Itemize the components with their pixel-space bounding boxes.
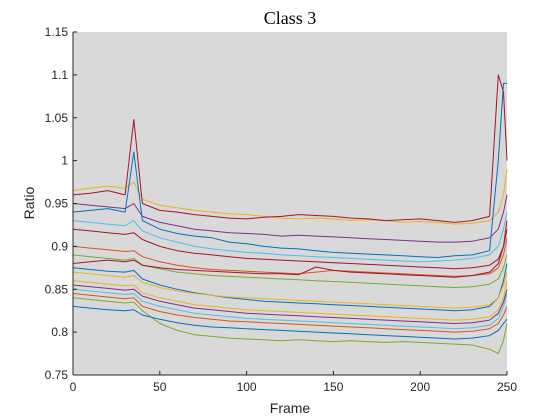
series-line-3 bbox=[72, 194, 508, 243]
x-tick-label: 250 bbox=[497, 380, 517, 394]
x-ticks: 0 50 100 150 200 250 bbox=[70, 371, 517, 394]
y-tick-label: 1 bbox=[61, 154, 68, 168]
series-line-9 bbox=[72, 263, 508, 312]
y-tick-label: 1.05 bbox=[45, 111, 69, 125]
series-layer bbox=[72, 74, 508, 355]
series-line-16 bbox=[72, 228, 508, 270]
series-line-5 bbox=[72, 211, 508, 263]
y-ticks: 0.75 0.8 0.85 0.9 0.95 1 1.05 1.1 1.15 bbox=[45, 25, 77, 382]
y-tick-label: 1.15 bbox=[45, 25, 69, 39]
series-line-4 bbox=[72, 82, 507, 258]
x-axis-label: Frame bbox=[270, 400, 311, 416]
y-tick-label: 0.75 bbox=[45, 368, 69, 382]
x-tick-label: 100 bbox=[237, 380, 257, 394]
y-tick-label: 0.8 bbox=[51, 325, 68, 339]
x-tick-label: 0 bbox=[70, 380, 77, 394]
series-line-6 bbox=[72, 237, 508, 277]
series-line-2 bbox=[72, 74, 508, 223]
series-line-8 bbox=[72, 220, 508, 278]
y-axis-label: Ratio bbox=[21, 186, 37, 219]
series-line-10 bbox=[72, 280, 508, 321]
y-tick-label: 0.9 bbox=[51, 239, 68, 253]
x-tick-label: 50 bbox=[153, 380, 167, 394]
series-line-12 bbox=[72, 288, 508, 330]
y-tick-label: 0.85 bbox=[45, 282, 69, 296]
series-line-14 bbox=[72, 297, 508, 355]
y-tick-label: 1.1 bbox=[51, 68, 68, 82]
series-line-1 bbox=[72, 169, 508, 225]
plot-area bbox=[73, 32, 507, 375]
series-line-13 bbox=[72, 293, 508, 333]
series-line-17 bbox=[72, 271, 508, 309]
series-line-11 bbox=[72, 284, 508, 324]
x-tick-label: 150 bbox=[323, 380, 343, 394]
x-tick-label: 200 bbox=[410, 380, 430, 394]
series-line-15 bbox=[72, 305, 508, 340]
y-tick-label: 0.95 bbox=[45, 197, 69, 211]
chart-title: Class 3 bbox=[264, 8, 317, 28]
